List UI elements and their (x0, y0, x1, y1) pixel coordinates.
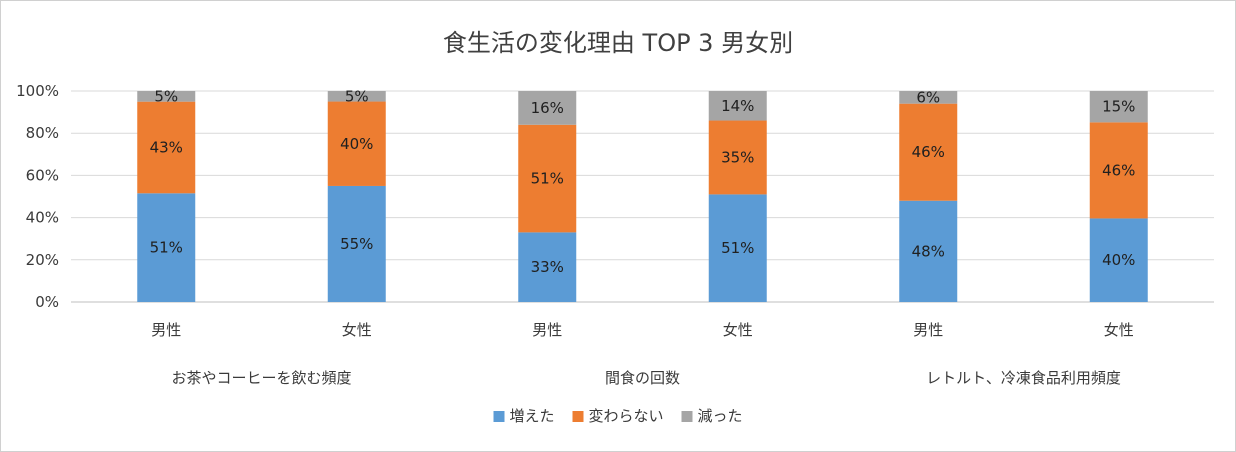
bar-segment (708, 120, 767, 195)
y-axis-ticks: 0% 20% 40% 60% 80% 100% (16, 82, 59, 311)
bar-segment (518, 232, 577, 302)
bar-segment (327, 101, 386, 186)
data-label: 51% (531, 170, 564, 188)
bar-segment (1089, 91, 1148, 123)
legend: 増えた 変わらない 減った (493, 407, 743, 425)
y-tick-label: 80% (26, 124, 59, 142)
bar-segment (708, 91, 767, 121)
data-label: 14% (721, 97, 754, 115)
bar-segment (137, 91, 196, 102)
chart-title: 食生活の変化理由 TOP 3 男女別 (443, 29, 793, 57)
gridlines (71, 90, 1214, 303)
bar-segment (137, 193, 196, 302)
data-label: 5% (154, 87, 178, 105)
legend-swatch (572, 411, 584, 422)
bar-segment (327, 91, 386, 102)
bar-segment (137, 101, 196, 194)
y-tick-label: 100% (16, 82, 59, 100)
bar-segment (1089, 122, 1148, 219)
bar-segment (708, 194, 767, 302)
bars (137, 91, 1148, 302)
y-tick-label: 60% (26, 166, 59, 184)
data-label: 6% (916, 88, 940, 106)
bar-segment (1089, 218, 1148, 302)
x-category-label: 男性 (151, 321, 181, 339)
x-category-label: 女性 (342, 321, 372, 339)
data-label: 16% (531, 99, 564, 117)
y-tick-label: 40% (26, 209, 59, 227)
x-category-label: 女性 (1104, 321, 1134, 339)
x-group-label: 間食の回数 (605, 369, 680, 387)
data-label: 40% (1102, 251, 1135, 269)
data-label: 51% (150, 239, 183, 257)
x-axis-categories: 男性 女性 男性 女性 男性 女性 (151, 321, 1134, 339)
data-label: 15% (1102, 98, 1135, 116)
data-label: 51% (721, 239, 754, 257)
legend-swatch (681, 411, 693, 422)
data-label: 33% (531, 258, 564, 276)
bar-segment (899, 200, 958, 302)
x-axis-groups: お茶やコーヒーを飲む頻度 間食の回数 レトルト、冷凍食品利用頻度 (171, 369, 1120, 387)
x-category-label: 男性 (913, 321, 943, 339)
x-group-label: レトルト、冷凍食品利用頻度 (926, 369, 1121, 387)
data-label: 46% (1102, 161, 1135, 179)
data-label: 43% (150, 138, 183, 156)
bar-segment (899, 103, 958, 201)
legend-label: 増えた (510, 407, 555, 425)
bar-segment (518, 124, 577, 233)
x-group-label: お茶やコーヒーを飲む頻度 (171, 369, 351, 387)
legend-label: 変わらない (589, 407, 664, 425)
data-label: 46% (912, 143, 945, 161)
bar-segment (899, 91, 958, 104)
legend-swatch (493, 411, 505, 422)
data-label: 55% (340, 235, 373, 253)
bar-segment (327, 185, 386, 302)
y-tick-label: 0% (35, 293, 59, 311)
data-label: 48% (912, 242, 945, 260)
x-category-label: 男性 (532, 321, 562, 339)
data-label: 40% (340, 135, 373, 153)
legend-label: 減った (698, 407, 743, 425)
data-label: 5% (345, 87, 369, 105)
data-label: 35% (721, 148, 754, 166)
data-labels: 51% 43% 5% 55% 40% 5% 33% 51% 16% 51% 35% 14% 48% 46%… (150, 87, 1136, 276)
bar-segment (518, 91, 577, 125)
y-tick-label: 20% (26, 251, 59, 269)
x-category-label: 女性 (723, 321, 753, 339)
